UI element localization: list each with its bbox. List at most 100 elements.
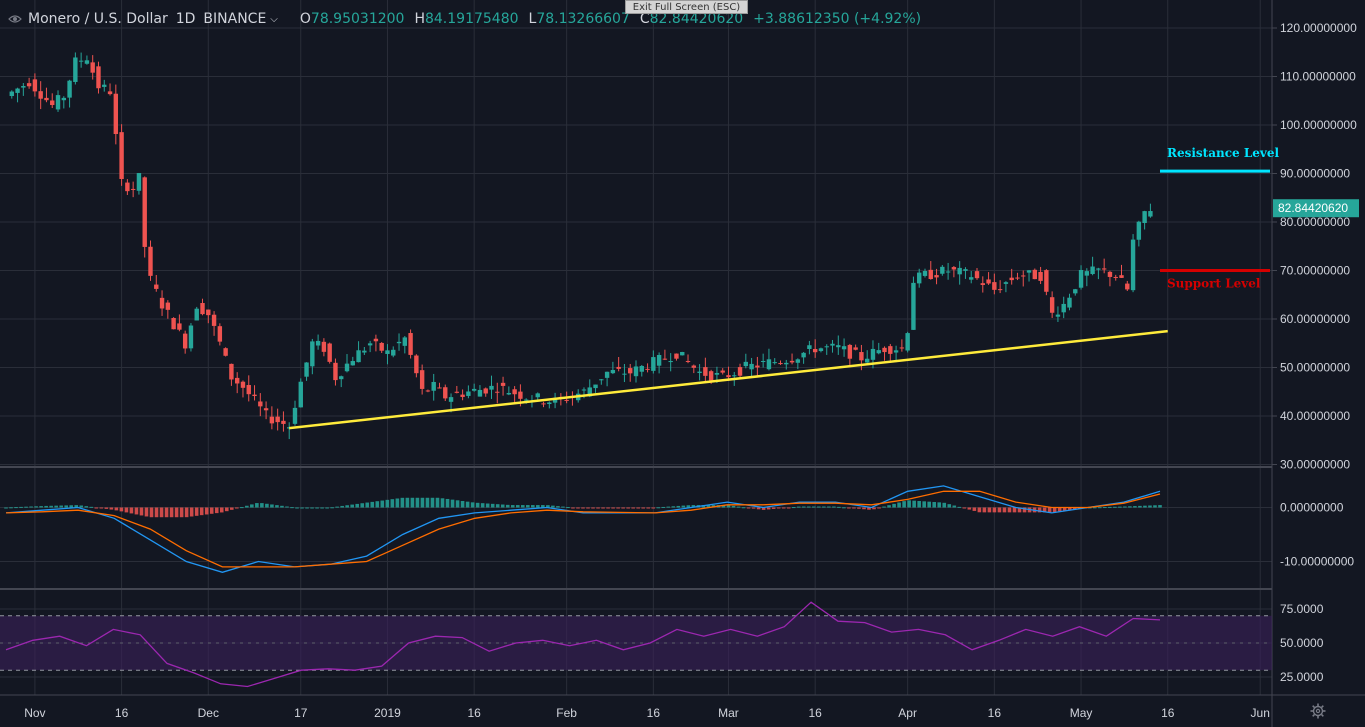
candle: [1067, 293, 1072, 311]
candle: [373, 334, 379, 352]
macd-bar: [505, 504, 510, 508]
macd-bar: [320, 507, 324, 509]
macd-bar: [706, 505, 711, 508]
macd-bar: [1118, 506, 1122, 508]
candle-body: [443, 387, 448, 399]
macd-bar: [551, 505, 555, 508]
candle-body: [298, 381, 303, 408]
macd-bar: [832, 506, 836, 508]
candle: [1032, 268, 1038, 280]
candle: [1061, 296, 1066, 319]
candle-body: [217, 326, 223, 342]
time-tick-label: 16: [988, 706, 1002, 720]
candle-body: [107, 91, 113, 95]
candle-body: [344, 363, 350, 372]
candle: [356, 341, 361, 363]
candle-body: [703, 367, 708, 376]
candle: [495, 382, 500, 404]
candle-body: [911, 282, 916, 330]
macd-bar: [1113, 506, 1117, 508]
timeframe[interactable]: 1D: [175, 11, 196, 27]
macd-bar: [917, 500, 921, 508]
macd-bar: [656, 507, 661, 509]
candle-body: [628, 368, 633, 374]
candle: [263, 401, 269, 420]
symbol-name[interactable]: Monero / U.S. Dollar: [28, 11, 168, 27]
candle-body: [471, 388, 477, 391]
candle-body: [651, 357, 656, 371]
candle-body: [812, 348, 818, 353]
eye-icon[interactable]: [8, 12, 22, 26]
candle-body: [662, 358, 668, 360]
signal-line: [5, 490, 1161, 568]
candle: [864, 350, 870, 364]
time-tick-label: 17: [294, 706, 308, 720]
candle: [506, 386, 512, 396]
candle-body: [229, 363, 234, 380]
candle: [443, 384, 448, 402]
candle: [986, 272, 991, 285]
candle-body: [223, 348, 228, 356]
candle-body: [564, 399, 569, 401]
candle: [980, 276, 985, 293]
exchange[interactable]: BINANCE: [203, 11, 267, 27]
candle: [165, 300, 171, 319]
candle: [344, 354, 350, 373]
macd-bar: [566, 507, 570, 509]
macd-bar: [29, 506, 33, 508]
candle: [651, 350, 656, 374]
candle-body: [44, 97, 49, 101]
candle: [876, 342, 881, 355]
chevron-down-icon[interactable]: ⌵: [270, 13, 278, 25]
candle-body: [610, 370, 616, 374]
trendline[interactable]: [289, 329, 1168, 430]
candle: [67, 79, 72, 108]
time-tick-label: 2019: [374, 706, 401, 720]
candle-body: [1044, 270, 1049, 292]
candle-body: [726, 375, 731, 378]
gear-icon[interactable]: [1310, 703, 1326, 719]
macd-bar: [786, 507, 791, 509]
candle-body: [732, 375, 737, 377]
candle-body: [188, 325, 194, 349]
candle-body: [957, 267, 962, 275]
candle-body: [905, 333, 910, 351]
candle: [1148, 203, 1153, 218]
candle-body: [1078, 269, 1084, 288]
macd-bar: [480, 503, 485, 508]
macd-bar: [174, 507, 179, 518]
macd-bar: [862, 507, 866, 510]
macd-bar: [385, 499, 390, 508]
candle: [90, 55, 95, 80]
candle-body: [304, 362, 309, 377]
price-tick-label: 80.00000000: [1280, 215, 1350, 229]
candle-body: [171, 318, 176, 330]
macd-bar: [14, 507, 18, 509]
candle: [697, 364, 702, 381]
candle-body: [281, 420, 286, 424]
candle-body: [1061, 303, 1066, 313]
candle: [1107, 270, 1113, 287]
candle: [1084, 268, 1090, 287]
rsi-band: [0, 615, 1272, 671]
candle-body: [859, 352, 864, 361]
candle: [656, 352, 662, 374]
macd-bar: [1072, 507, 1077, 510]
macd-bar: [977, 507, 982, 513]
candle-body: [1148, 211, 1153, 217]
macd-bar: [250, 504, 254, 508]
candle: [362, 346, 367, 355]
candle: [188, 323, 194, 352]
macd-bar: [867, 507, 871, 510]
time-tick-label: Mar: [718, 706, 739, 720]
macd-bar: [360, 503, 365, 508]
exit-fullscreen-button[interactable]: Exit Full Screen (ESC): [625, 0, 748, 14]
candlestick-series: [9, 52, 1153, 440]
candle: [1113, 274, 1118, 281]
macd-bar: [681, 505, 686, 508]
support-label: Support Level: [1167, 277, 1261, 291]
candle: [703, 357, 708, 383]
candle: [38, 81, 43, 110]
candle: [339, 375, 344, 388]
